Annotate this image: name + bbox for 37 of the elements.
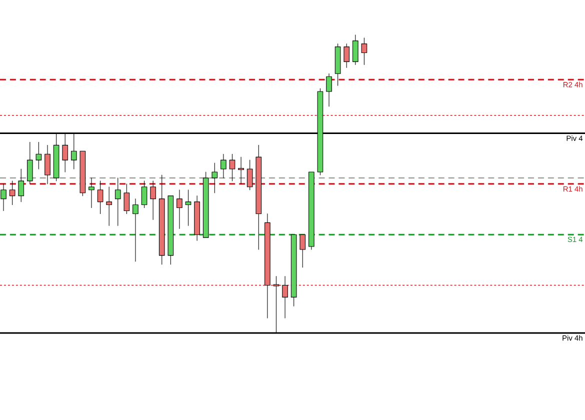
candlestick bbox=[106, 186, 112, 226]
candlestick bbox=[308, 172, 314, 250]
candlestick bbox=[124, 184, 130, 214]
candlestick bbox=[44, 144, 50, 184]
candlestick bbox=[334, 44, 341, 86]
candlestick bbox=[352, 34, 358, 65]
candlestick bbox=[168, 196, 174, 265]
candlestick bbox=[229, 154, 236, 182]
candlestick bbox=[290, 234, 297, 306]
candlestick bbox=[150, 180, 156, 220]
candlestick bbox=[114, 178, 121, 226]
candlestick bbox=[9, 180, 16, 206]
candlestick bbox=[88, 178, 94, 208]
candlestick bbox=[80, 150, 86, 196]
candlestick bbox=[97, 180, 104, 214]
candlestick bbox=[282, 276, 288, 318]
candlestick bbox=[344, 44, 350, 68]
candlestick bbox=[36, 142, 42, 170]
candlestick bbox=[0, 184, 6, 212]
candlestick bbox=[326, 73, 332, 107]
candlestick bbox=[256, 144, 262, 250]
candlestick bbox=[176, 190, 182, 229]
candlestick bbox=[212, 162, 218, 194]
candlestick bbox=[158, 174, 165, 265]
candlestick bbox=[361, 38, 368, 65]
candlestick bbox=[185, 190, 192, 226]
candlestick bbox=[26, 142, 33, 184]
candlestick bbox=[202, 172, 209, 238]
candlestick bbox=[246, 160, 253, 190]
candlestick bbox=[300, 234, 306, 268]
candlestick bbox=[194, 196, 200, 241]
candlestick bbox=[132, 198, 138, 262]
candlestick bbox=[18, 168, 24, 202]
candlestick bbox=[238, 156, 244, 184]
candlestick bbox=[220, 154, 226, 178]
candlestick bbox=[141, 180, 148, 208]
candlestick bbox=[264, 213, 270, 318]
